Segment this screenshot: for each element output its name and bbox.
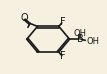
Text: O: O: [20, 13, 28, 23]
Text: F: F: [59, 17, 65, 27]
Text: B: B: [77, 34, 83, 44]
Text: OH: OH: [87, 37, 100, 46]
Text: F: F: [59, 51, 65, 61]
Text: OH: OH: [73, 29, 86, 38]
